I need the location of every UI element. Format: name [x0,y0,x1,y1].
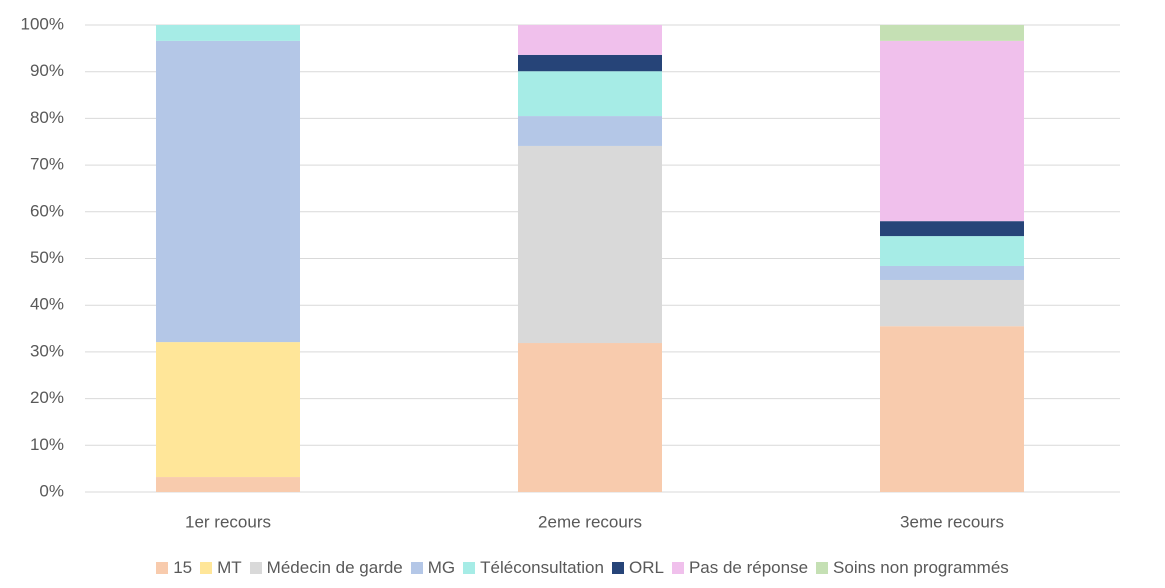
legend-item: MG [410,558,456,578]
legend-item: MT [200,558,242,578]
y-tick-label: 20% [30,388,64,407]
y-tick-label: 60% [30,201,64,220]
legend-label: Médecin de garde [266,558,403,577]
y-tick-label: 80% [30,108,64,127]
legend-swatch [671,562,684,574]
legend-label: ORL [628,558,664,577]
legend-label: 15 [173,558,193,577]
bar-segment [518,343,662,492]
legend-swatch [410,562,423,574]
x-tick-label: 1er recours [185,512,271,531]
legend-label: MT [217,558,242,577]
bar-segment [880,279,1024,327]
y-tick-label: 10% [30,435,64,454]
legend-label: Pas de réponse [688,558,809,577]
bar-segment [518,71,662,117]
y-tick-label: 40% [30,295,64,314]
y-tick-label: 70% [30,155,64,174]
legend-label: Soins non programmés [833,558,1009,577]
bar-segment [880,221,1024,237]
legend-item: 15 [156,558,192,578]
bar-segment [156,477,300,492]
y-tick-label: 100% [21,14,64,33]
bar-segment [880,40,1024,222]
x-tick-label: 2eme recours [538,512,642,531]
bar-segment [880,326,1024,492]
x-tick-label: 3eme recours [900,512,1004,531]
legend-item: Médecin de garde [249,558,403,578]
bar-segment [156,40,300,343]
y-tick-label: 0% [39,481,64,500]
legend-swatch [816,562,829,574]
legend-swatch [611,562,624,574]
bar-segment [518,145,662,344]
legend-swatch [200,562,213,574]
legend-item: Soins non programmés [816,558,1009,578]
legend-swatch [249,562,262,574]
bar-segment [156,25,300,41]
legend-label: Téléconsultation [480,558,604,577]
bar-segment [880,236,1024,266]
legend-label: MG [427,558,456,577]
legend-swatch [156,562,169,574]
y-tick-label: 90% [30,61,64,80]
legend-item: Pas de réponse [671,558,809,578]
chart: 0% 10% 20% 30% 40% 50% 60% 70% 80% 90% 100% 1er rec… [21,14,1120,531]
legend-swatch [463,562,476,574]
bar-segment [518,116,662,146]
bar-segment [518,25,662,55]
y-tick-label: 50% [30,248,64,267]
bar-segment [880,25,1024,41]
bar-segment [518,54,662,72]
legend-item: ORL [611,558,664,578]
legend-item: Téléconsultation [463,558,604,578]
bar-segment [880,265,1024,280]
bar-segment [156,342,300,478]
y-tick-label: 30% [30,341,64,360]
legend: 15 MT Médecin de garde MG Téléconsultation OR… [0,558,1165,578]
